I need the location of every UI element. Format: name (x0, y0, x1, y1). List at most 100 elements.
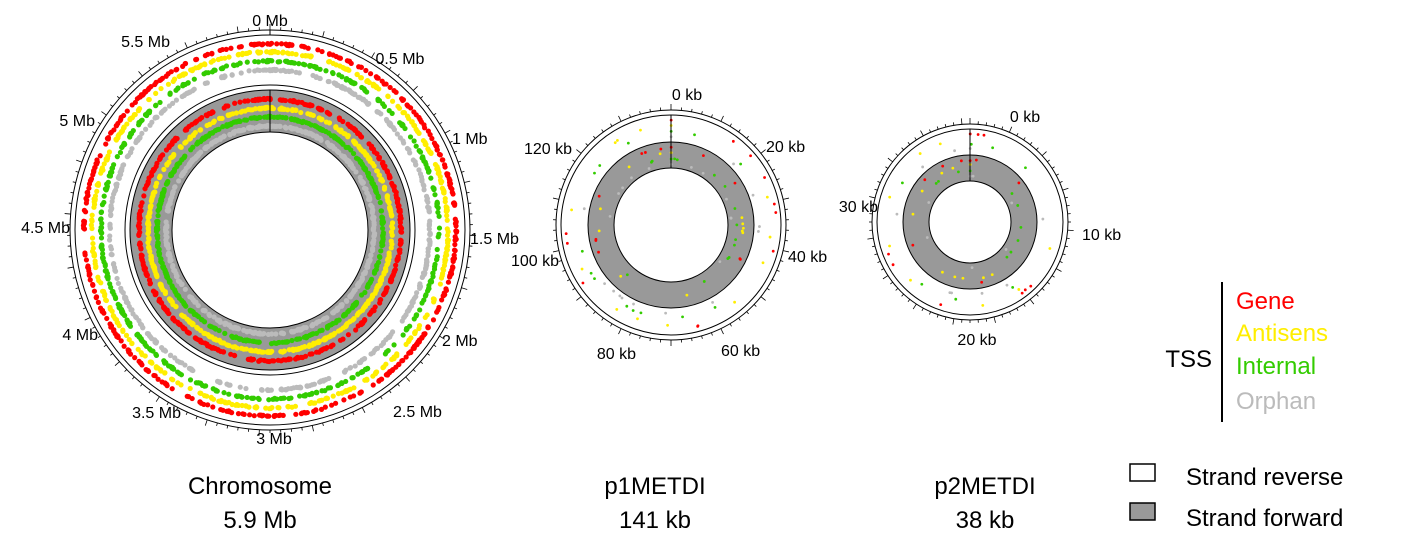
tss-dot (280, 50, 286, 56)
tss-dot (115, 301, 121, 307)
tss-dot (283, 115, 289, 121)
axis-tick (572, 288, 576, 291)
tss-dot (711, 300, 714, 304)
tss-dot (387, 84, 393, 91)
tss-dot (114, 275, 120, 282)
tss-dot (274, 396, 280, 402)
tss-dot (390, 356, 396, 362)
tss-dot (444, 245, 450, 252)
tss-dot (895, 212, 899, 216)
tss-dot (217, 47, 223, 54)
tss-dot (397, 120, 403, 126)
tss-dot (283, 125, 289, 131)
tss-dot (187, 308, 194, 314)
tss-dot (155, 213, 161, 219)
tss-dot (269, 48, 275, 54)
tss-dot (1011, 285, 1015, 289)
tss-dot (171, 168, 177, 174)
tss-dot (225, 408, 232, 415)
tss-dot (1005, 255, 1009, 259)
tss-dot (88, 222, 94, 228)
axis-tick (195, 416, 198, 420)
tss-dot (154, 180, 160, 186)
tss-dot (214, 388, 220, 394)
axis-tick (1059, 181, 1063, 184)
axis-tick (176, 407, 179, 411)
tss-dot (357, 390, 363, 396)
tss-dot (108, 204, 114, 210)
axis-tick (433, 344, 437, 348)
tss-dot (106, 149, 113, 155)
tss-dot (140, 91, 146, 97)
axis-tick (649, 108, 651, 112)
tss-dot (396, 208, 402, 214)
axis-tick (869, 196, 876, 199)
tss-dot (346, 67, 352, 73)
axis-tick (776, 178, 780, 181)
legend-strand-reverse-swatch (1129, 463, 1156, 482)
tss-dot (203, 70, 209, 76)
tss-dot (434, 246, 440, 253)
tss-dot (145, 179, 151, 185)
tss-dot (129, 307, 135, 313)
axis-tick (116, 96, 120, 99)
tss-dot (335, 382, 341, 389)
tss-dot (89, 212, 95, 218)
tss-dot (937, 179, 940, 183)
axis-tick (760, 149, 766, 154)
axis-tick (380, 60, 383, 64)
tss-dot (94, 159, 100, 165)
tss-dot (179, 157, 185, 163)
tss-dot (444, 226, 450, 232)
tss-dot (381, 364, 387, 370)
tss-dot (162, 306, 168, 313)
tss-dot (222, 330, 228, 336)
axis-tick (184, 42, 188, 49)
tss-dot (348, 147, 354, 153)
tss-dot (731, 139, 735, 143)
tss-dot (403, 354, 409, 360)
tss-dot (82, 252, 88, 258)
tss-dot (1017, 181, 1021, 185)
tss-dot (182, 60, 189, 67)
axis-tick (72, 181, 76, 183)
tss-dot (302, 62, 308, 68)
tss-dot (362, 289, 368, 296)
tss-dot (90, 240, 96, 247)
tss-dot (316, 338, 323, 344)
p2metdi-tick-label: 30 kb (839, 199, 878, 216)
tss-dot (83, 200, 89, 206)
tss-dot (376, 378, 382, 384)
tss-dot (727, 256, 731, 259)
tss-dot (352, 363, 358, 369)
axis-tick (1036, 293, 1039, 297)
axis-tick (124, 369, 127, 372)
tss-dot (111, 127, 117, 133)
tss-dot (369, 247, 376, 254)
tss-dot (264, 387, 271, 393)
chromosome-size: 5.9 Mb (223, 507, 296, 534)
tss-dot (887, 252, 890, 256)
tss-dot (153, 90, 159, 96)
tss-dot (324, 323, 331, 330)
tss-dot (210, 109, 216, 115)
tss-dot (957, 170, 960, 174)
tss-dot (269, 331, 275, 337)
tss-dot (369, 210, 375, 216)
tss-dot (81, 225, 87, 231)
tss-dot (168, 69, 174, 75)
tss-dot (203, 145, 209, 151)
tss-dot (453, 223, 459, 229)
tss-dot (982, 276, 985, 280)
tss-dot (252, 348, 258, 354)
tss-dot (175, 369, 181, 375)
tss-dot (398, 215, 404, 222)
tss-dot (153, 339, 160, 345)
tss-dot (280, 412, 286, 419)
tss-dot (608, 214, 612, 218)
tss-dot (384, 193, 390, 199)
tss-dot (974, 158, 978, 162)
tss-dot (400, 332, 406, 338)
tss-dot (344, 158, 350, 164)
tss-dot (119, 144, 125, 150)
